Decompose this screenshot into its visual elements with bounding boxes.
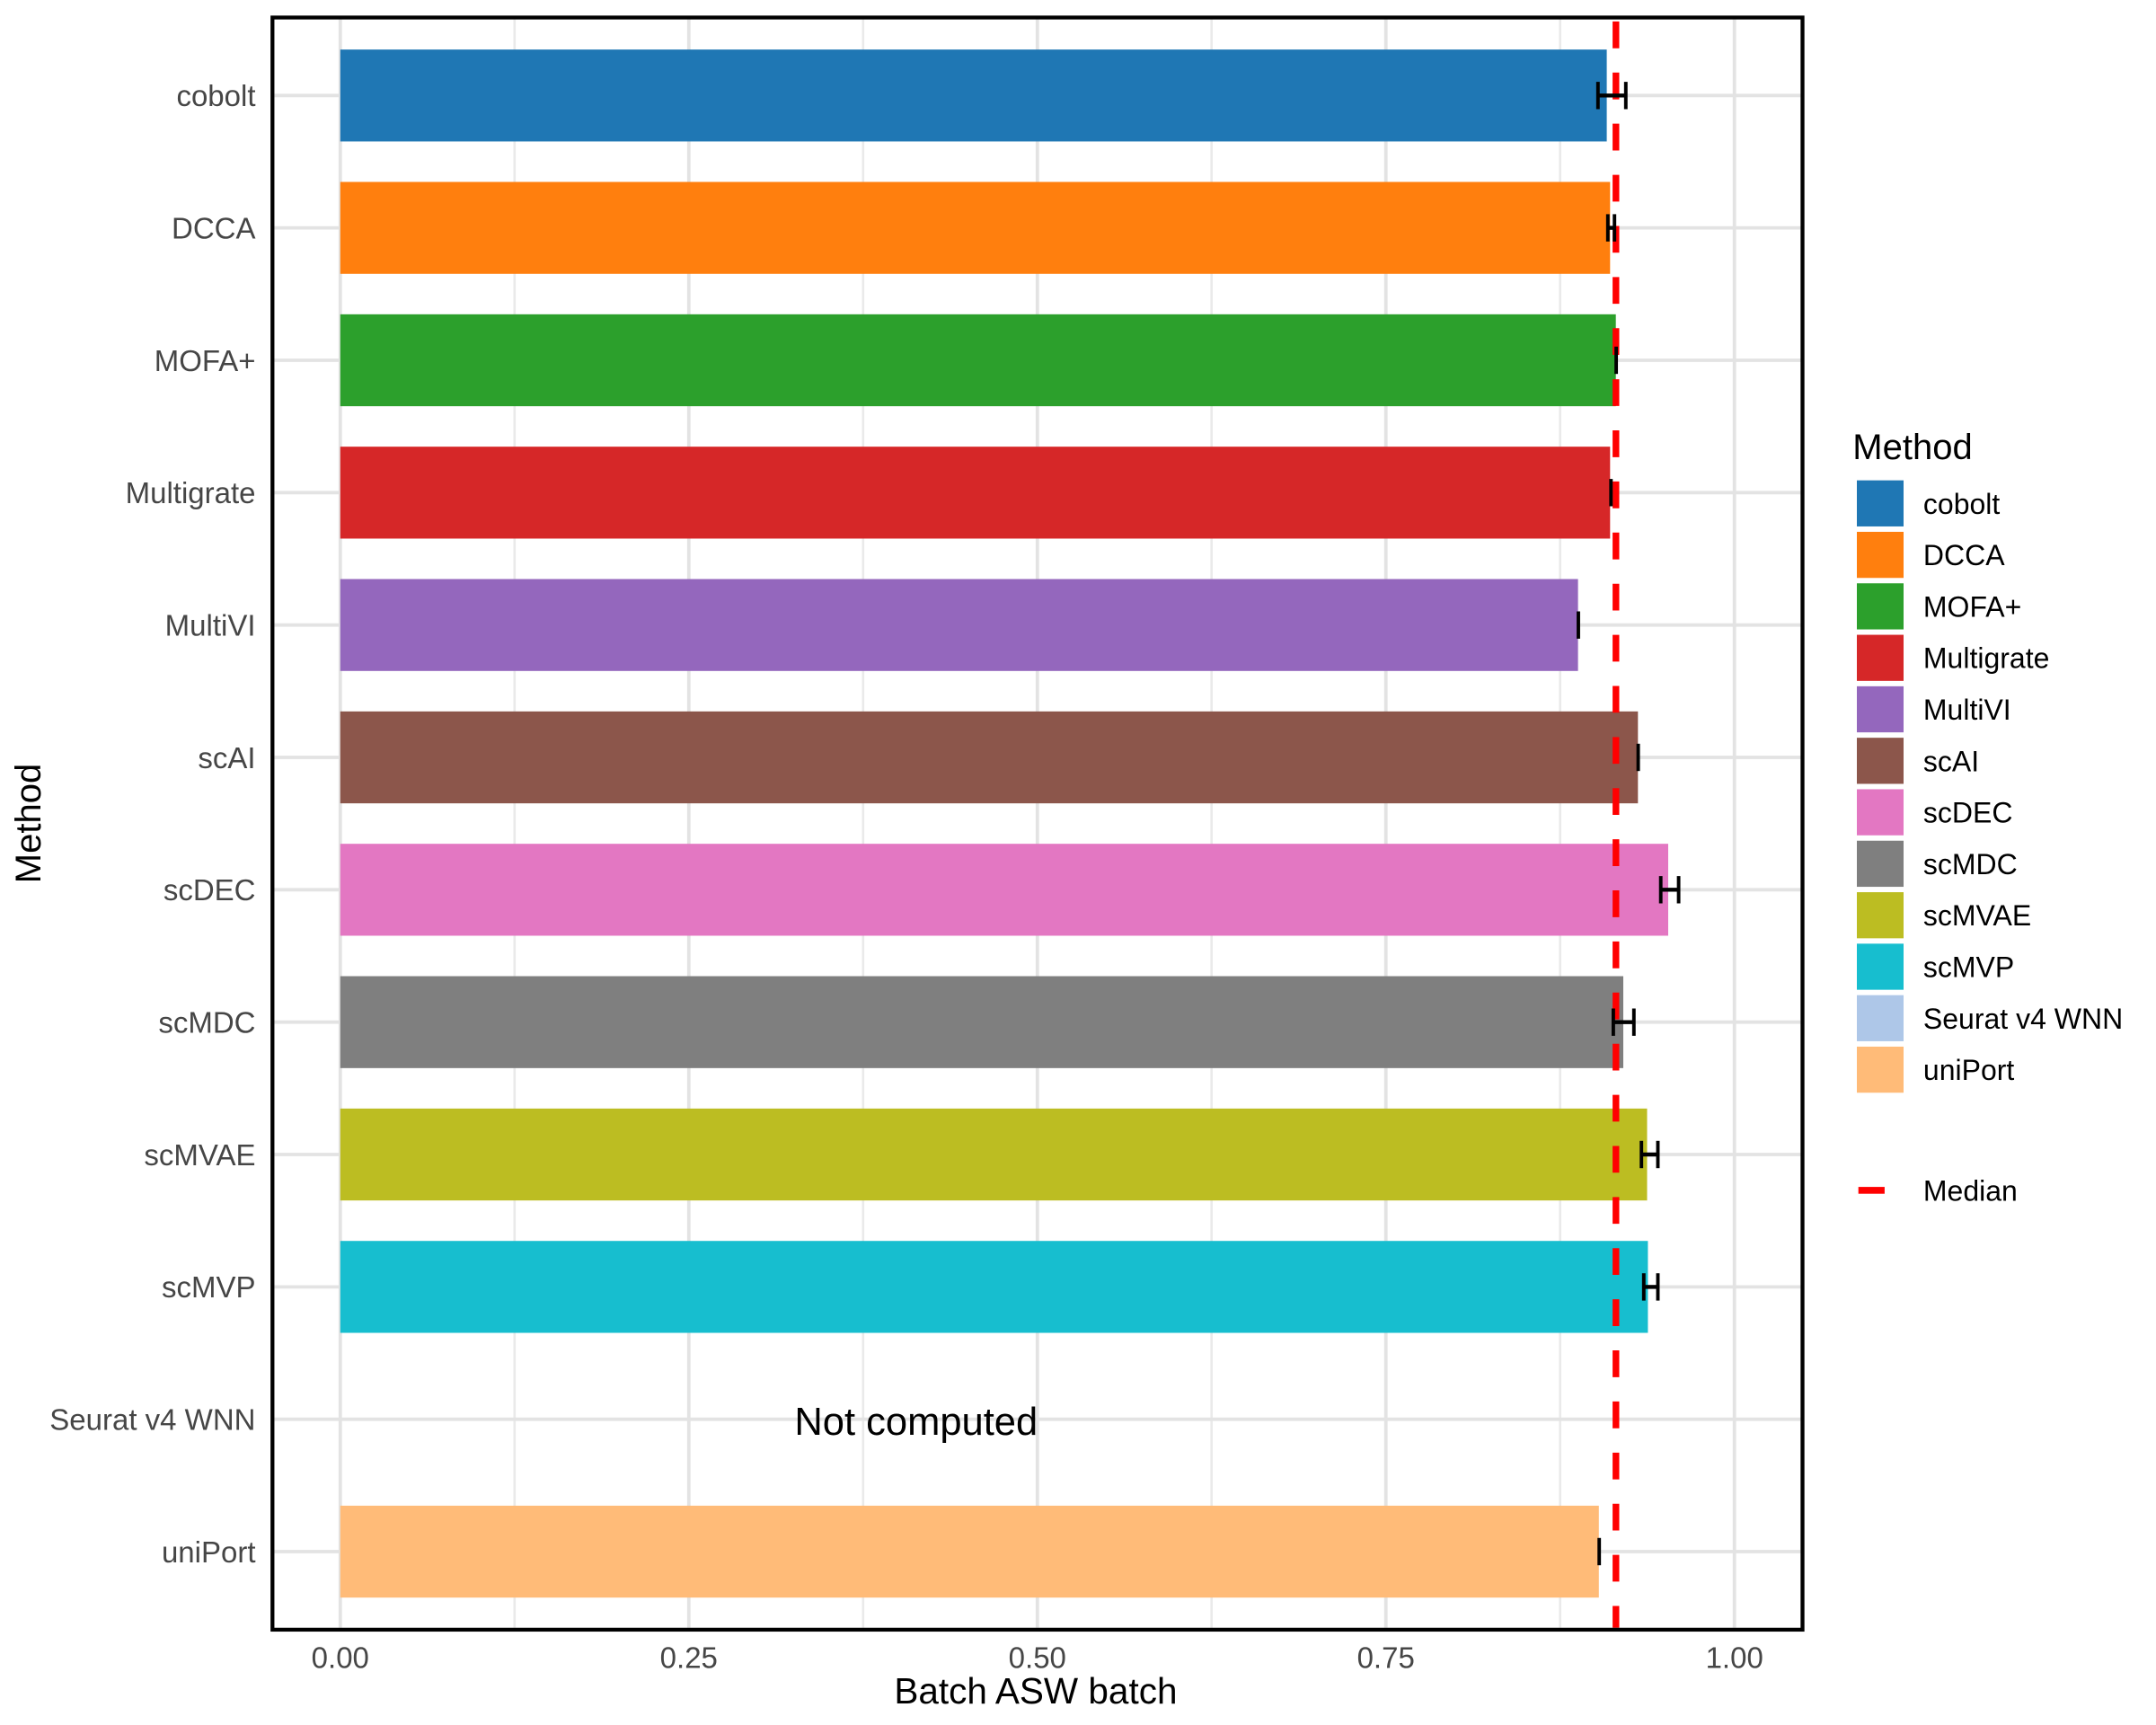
svg-text:scMVP: scMVP xyxy=(162,1270,256,1304)
svg-text:cobolt: cobolt xyxy=(1923,488,2001,520)
svg-text:Method: Method xyxy=(9,764,49,883)
svg-text:0.00: 0.00 xyxy=(312,1641,369,1675)
svg-text:Multigrate: Multigrate xyxy=(1923,642,2050,675)
svg-text:cobolt: cobolt xyxy=(176,79,255,112)
svg-text:MOFA+: MOFA+ xyxy=(1923,590,2021,623)
svg-text:scAI: scAI xyxy=(198,741,255,774)
svg-text:scMVP: scMVP xyxy=(1923,951,2014,984)
svg-text:0.75: 0.75 xyxy=(1357,1641,1415,1675)
svg-text:0.25: 0.25 xyxy=(660,1641,718,1675)
svg-text:Method: Method xyxy=(1852,428,1972,467)
svg-text:DCCA: DCCA xyxy=(172,211,256,244)
svg-text:DCCA: DCCA xyxy=(1923,539,2005,571)
svg-text:1.00: 1.00 xyxy=(1706,1641,1763,1675)
svg-text:uniPort: uniPort xyxy=(162,1535,256,1569)
svg-text:Seurat v4 WNN: Seurat v4 WNN xyxy=(1923,1003,2123,1035)
svg-text:scMVAE: scMVAE xyxy=(1923,899,2031,932)
svg-text:scDEC: scDEC xyxy=(163,873,256,907)
svg-text:Seurat v4 WNN: Seurat v4 WNN xyxy=(49,1403,255,1437)
svg-text:scDEC: scDEC xyxy=(1923,797,2013,829)
svg-text:Not computed: Not computed xyxy=(794,1401,1038,1444)
svg-text:MultiVI: MultiVI xyxy=(165,609,256,642)
svg-text:Median: Median xyxy=(1923,1174,2018,1207)
svg-text:scMDC: scMDC xyxy=(1923,848,2018,880)
svg-text:MOFA+: MOFA+ xyxy=(155,344,256,377)
svg-text:scMDC: scMDC xyxy=(158,1006,255,1039)
svg-text:Multigrate: Multigrate xyxy=(126,476,256,509)
svg-text:scMVAE: scMVAE xyxy=(144,1138,255,1172)
svg-text:MultiVI: MultiVI xyxy=(1923,694,2011,726)
svg-text:0.50: 0.50 xyxy=(1009,1641,1066,1675)
svg-text:Batch ASW batch: Batch ASW batch xyxy=(894,1670,1177,1712)
svg-text:scAI: scAI xyxy=(1923,745,1979,777)
svg-text:uniPort: uniPort xyxy=(1923,1054,2015,1086)
